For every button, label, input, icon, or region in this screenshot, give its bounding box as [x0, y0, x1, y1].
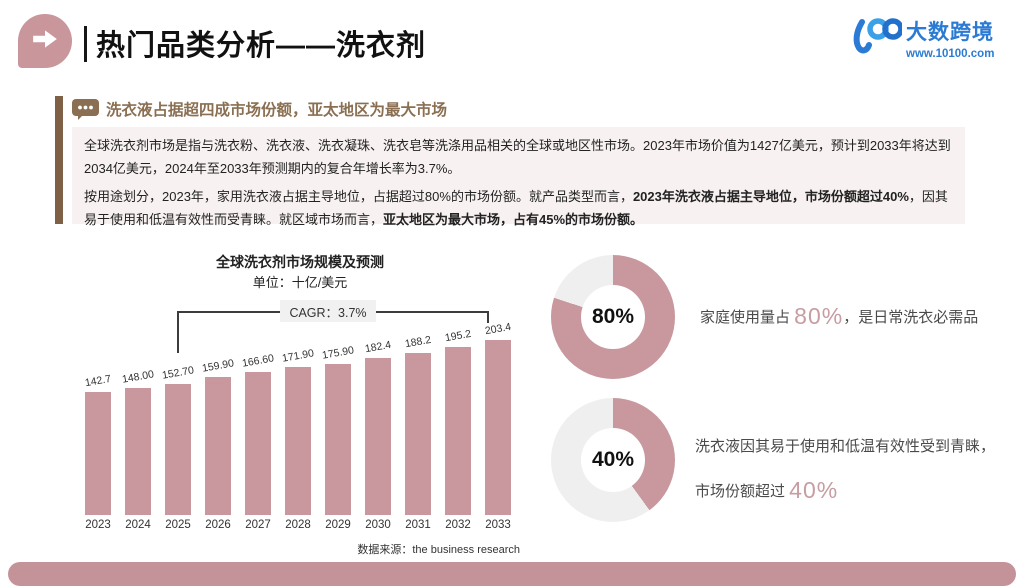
- bar-2031: [405, 353, 431, 515]
- insight-caption-market-share: 洗衣液因其易于使用和低温有效性受到青睐， 市场份额超过 40%: [695, 432, 1024, 507]
- x-axis-tick-label: 2023: [85, 519, 111, 531]
- insight-text-line: 家庭使用量占 80%，是日常洗衣必需品: [700, 303, 979, 329]
- insight-text-line: 市场份额超过 40%: [695, 477, 839, 503]
- paragraph: 全球洗衣剂市场是指与洗衣粉、洗衣液、洗衣凝珠、洗衣皂等洗涤用品相关的全球或地区性…: [84, 138, 951, 176]
- logo: 大数跨境 www.10100.com: [852, 16, 994, 63]
- bar-2025: [165, 384, 191, 515]
- insight-text-line: 洗衣液因其易于使用和低温有效性受到青睐，: [695, 438, 996, 455]
- bar-chart-title: 全球洗衣剂市场规模及预测: [216, 254, 384, 270]
- section-accent-bar: [55, 96, 63, 224]
- page-title: 热门品类分析——洗衣剂: [96, 30, 427, 62]
- title-divider: [84, 26, 87, 62]
- x-axis-tick-label: 2024: [125, 519, 151, 531]
- logo-website-url: www.10100.com: [906, 48, 995, 60]
- bar-chart-plot: CAGR：3.7% 142.7 2023 148.00 2024 152.70 2025 1…: [70, 250, 520, 540]
- x-axis-tick-label: 2026: [205, 519, 231, 531]
- bar-2030: [365, 358, 391, 515]
- x-axis-tick-label: 2025: [165, 519, 191, 531]
- arrow-right-icon: [31, 27, 59, 56]
- x-axis-tick-label: 2033: [485, 519, 511, 531]
- bar-2024: [125, 388, 151, 515]
- donut-center-label: 80%: [581, 285, 645, 349]
- insight-caption-household: 家庭使用量占 80%，是日常洗衣必需品: [700, 300, 1020, 334]
- logo-brand-name: 大数跨境: [906, 21, 994, 44]
- bar-2026: [205, 377, 231, 515]
- text-block: 全球洗衣剂市场是指与洗衣粉、洗衣液、洗衣凝珠、洗衣皂等洗涤用品相关的全球或地区性…: [72, 127, 965, 227]
- bar-2032: [445, 347, 471, 515]
- logo-mark-icon: [852, 16, 904, 63]
- x-axis-tick-label: 2029: [325, 519, 351, 531]
- donut-chart-market-share: 40%: [551, 398, 675, 522]
- bar-2029: [325, 364, 351, 515]
- bar-chart-unit-label: 单位：十亿/美元: [252, 275, 348, 290]
- donut-center-label: 40%: [581, 428, 645, 492]
- x-axis-tick-label: 2030: [365, 519, 391, 531]
- x-axis-tick-label: 2032: [445, 519, 471, 531]
- cagr-label: CAGR：3.7%: [280, 300, 376, 322]
- x-axis-tick-label: 2028: [285, 519, 311, 531]
- bar-2027: [245, 372, 271, 515]
- paragraph: 按用途划分，2023年，家用洗衣液占据主导地位，占据超过80%的市场份额。就产品…: [84, 189, 948, 227]
- bar-2028: [285, 367, 311, 515]
- footer-accent-bar: [8, 562, 1016, 586]
- x-axis-tick-label: 2031: [405, 519, 431, 531]
- speech-bubble-icon: [72, 99, 99, 125]
- slide-marker-badge: [18, 14, 72, 68]
- donut-chart-household-usage: 80%: [551, 255, 675, 379]
- data-source-note: 数据来源：the business research: [357, 544, 520, 556]
- section-heading: 洗衣液占据超四成市场份额，亚太地区为最大市场: [106, 102, 448, 119]
- bar-2033: [485, 340, 511, 515]
- cagr-bracket-left-tick: [177, 311, 179, 353]
- x-axis-tick-label: 2027: [245, 519, 271, 531]
- cagr-bracket-right-tick: [487, 311, 489, 323]
- bar-2023: [85, 392, 111, 515]
- bar-value-label: 203.4: [484, 320, 512, 338]
